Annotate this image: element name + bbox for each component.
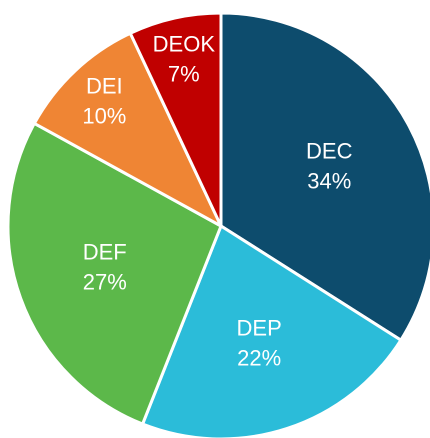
slice-label: DEC [306,138,353,163]
slice-value-label: 10% [82,104,126,129]
slice-value-label: 22% [237,345,281,370]
slice-label: DEOK [153,32,216,57]
pie-slice [32,31,225,230]
slice-value-label: 7% [168,62,200,87]
slice-label: DEI [86,74,123,99]
pie-slice [6,121,223,426]
slice-value-label: 27% [83,270,127,295]
pie-slice [128,11,223,227]
slice-label: DEP [237,315,282,340]
pie-slice [140,223,403,438]
slice-label: DEF [83,240,127,265]
slice-value-label: 34% [307,168,351,193]
